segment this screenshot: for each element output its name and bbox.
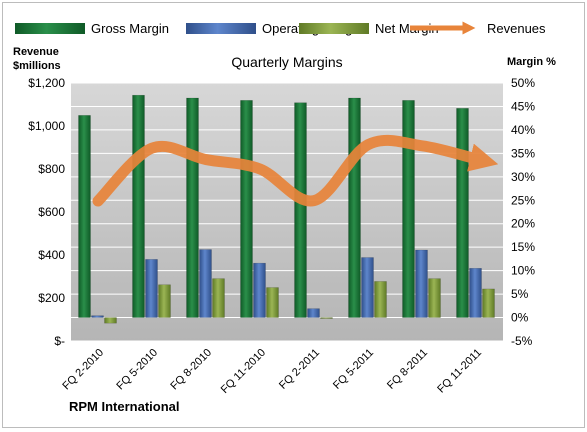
revenue-line-path xyxy=(92,134,499,207)
legend-label-net-margin: Net Margin xyxy=(375,21,439,36)
x-tick-label: FQ 2-2010 xyxy=(60,347,106,393)
net-margin-bar xyxy=(104,317,117,324)
operating-margin-bar xyxy=(145,259,158,318)
y-right-tick-label: 5% xyxy=(511,287,529,301)
y-right-tick-label: -5% xyxy=(511,334,533,348)
y-left-tick-label: $200 xyxy=(38,291,65,305)
x-tick-label: FQ 5-2010 xyxy=(114,347,160,393)
y-left-axis-title-line2: $millions xyxy=(13,60,61,72)
company-name: RPM International xyxy=(69,399,180,414)
net-margin-bar xyxy=(428,278,441,318)
legend-label-gross-margin: Gross Margin xyxy=(91,21,169,36)
legend-swatch-gross-margin xyxy=(15,23,85,34)
y-right-tick-label: 0% xyxy=(511,311,529,325)
y-right-tick-label: 25% xyxy=(511,193,535,207)
gross-margin-bar xyxy=(78,115,91,318)
y-right-tick-label: 20% xyxy=(511,217,535,231)
legend-item-net-margin: Net Margin xyxy=(299,21,439,36)
y-left-tick-label: $600 xyxy=(38,205,65,219)
operating-margin-bar xyxy=(469,268,482,318)
y-left-tick-label: $400 xyxy=(38,248,65,262)
y-right-tick-label: 40% xyxy=(511,123,535,137)
y-left-tick-label: $1,200 xyxy=(28,76,65,90)
y-right-tick-label: 35% xyxy=(511,146,535,160)
x-tick-label: FQ 11-2010 xyxy=(219,347,268,396)
y-right-tick-label: 15% xyxy=(511,240,535,254)
bars xyxy=(78,94,495,324)
gross-margin-bar xyxy=(456,108,469,318)
legend-label-revenues: Revenues xyxy=(487,21,546,36)
chart-frame: Gross Margin Operating Margin Net Margin… xyxy=(2,2,585,428)
y-left-axis-ticks: $- $200 $400 $600 $800 $1,000 $1,200 xyxy=(28,76,65,348)
gross-margin-bar xyxy=(294,102,307,318)
x-tick-label: FQ 8-2011 xyxy=(385,347,430,392)
y-right-axis-title: Margin % xyxy=(507,56,556,68)
operating-margin-bar xyxy=(361,257,374,318)
y-left-axis-title-line1: Revenue xyxy=(13,46,59,58)
y-right-tick-label: 10% xyxy=(511,264,535,278)
operating-margin-bar xyxy=(307,308,320,318)
y-right-tick-label: 50% xyxy=(511,76,535,90)
legend-swatch-operating-margin xyxy=(186,23,256,34)
y-left-tick-label: $- xyxy=(54,334,65,348)
chart: Gross Margin Operating Margin Net Margin… xyxy=(13,21,556,414)
net-margin-bar xyxy=(212,278,225,318)
x-axis-ticks: FQ 2-2010 FQ 5-2010 FQ 8-2010 FQ 11-2010 FQ … xyxy=(60,347,484,396)
y-left-tick-label: $1,000 xyxy=(28,119,65,133)
gross-margin-bar xyxy=(132,94,145,318)
operating-margin-bar xyxy=(199,249,212,318)
legend-item-gross-margin: Gross Margin xyxy=(15,21,169,36)
chart-title: Quarterly Margins xyxy=(231,54,342,70)
x-tick-label: FQ 11-2011 xyxy=(435,347,484,396)
y-right-axis-ticks: -5% 0% 5% 10% 15% 20% 25% 30% 35% 40% 45% 50% xyxy=(511,76,535,348)
y-right-tick-label: 45% xyxy=(511,99,535,113)
net-margin-bar xyxy=(320,317,333,319)
operating-margin-bar xyxy=(415,249,428,318)
y-left-tick-label: $800 xyxy=(38,162,65,176)
operating-margin-bar xyxy=(91,315,104,318)
legend-item-revenues: Revenues xyxy=(410,21,546,36)
net-margin-bar xyxy=(266,287,279,318)
net-margin-bar xyxy=(374,281,387,318)
x-tick-label: FQ 8-2010 xyxy=(168,347,214,393)
revenue-line xyxy=(92,134,499,207)
gross-margin-bar xyxy=(402,100,415,318)
net-margin-bar xyxy=(482,288,495,318)
gross-margin-bar xyxy=(186,97,199,318)
legend-swatch-net-margin xyxy=(299,23,369,34)
y-right-tick-label: 30% xyxy=(511,170,535,184)
legend: Gross Margin Operating Margin Net Margin… xyxy=(15,21,546,36)
operating-margin-bar xyxy=(253,262,266,318)
x-tick-label: FQ 5-2011 xyxy=(331,347,376,392)
gross-margin-bar xyxy=(348,97,361,318)
x-tick-label: FQ 2-2011 xyxy=(277,347,322,392)
net-margin-bar xyxy=(158,284,171,318)
gross-margin-bar xyxy=(240,100,253,318)
